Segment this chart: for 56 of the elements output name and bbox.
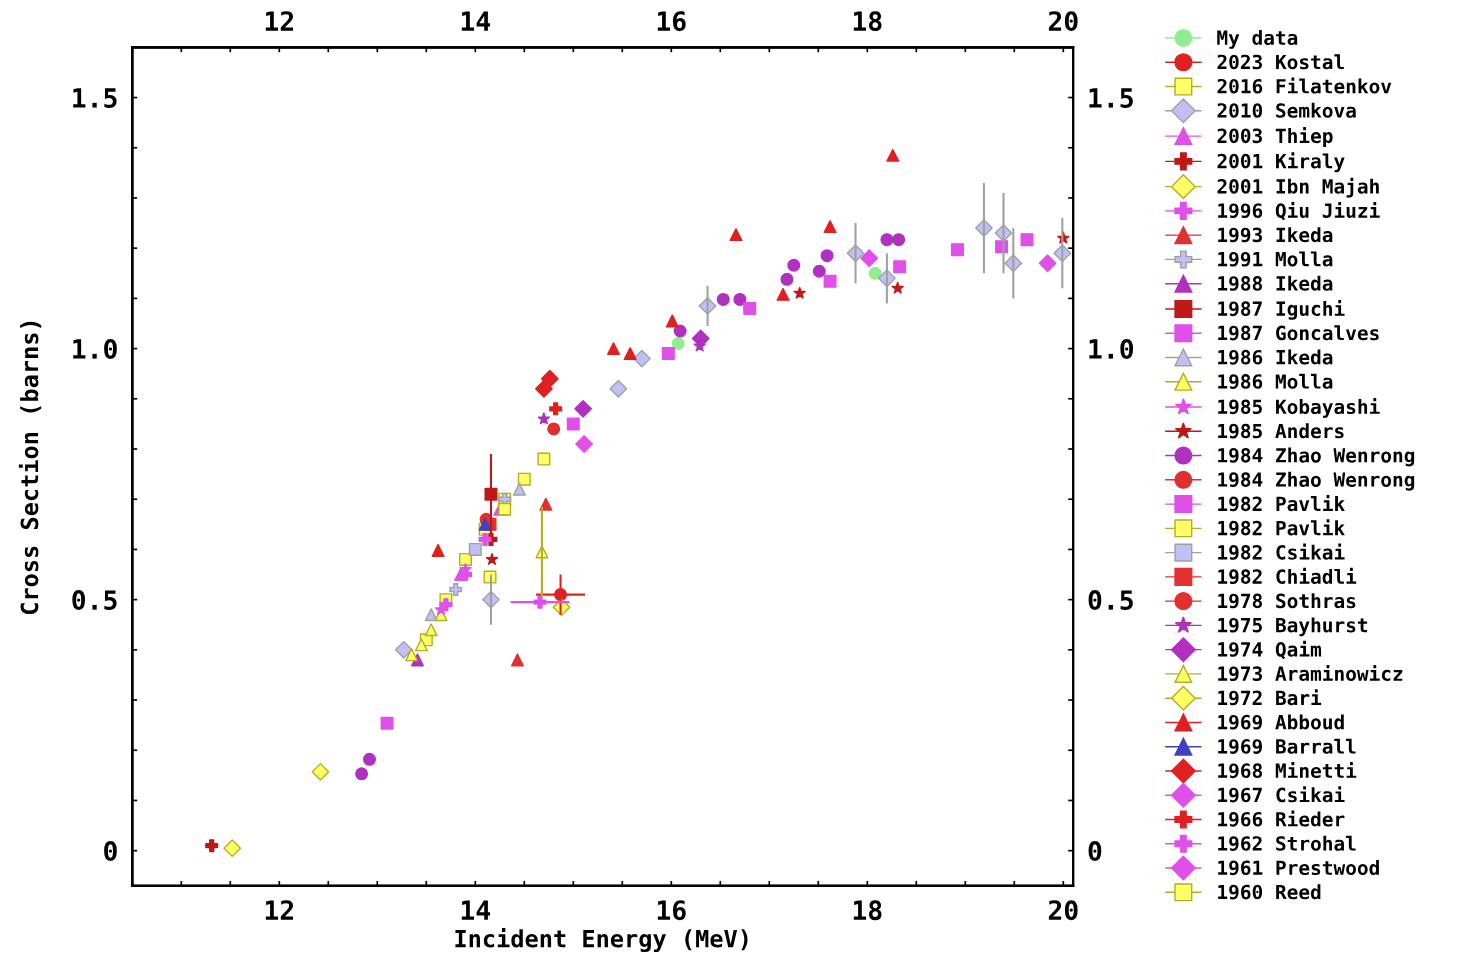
legend-label: 1974 Qaim [1218, 640, 1322, 660]
legend-label: 1975 Bayhurst [1218, 617, 1368, 637]
legend-label: 1985 Anders [1218, 423, 1344, 439]
x-tick-label: 14 [461, 900, 490, 920]
legend-label: 1987 Iguchi [1218, 299, 1345, 320]
legend-label: 1982 Chiadli [1218, 567, 1357, 585]
y2-tick-label: 1.5 [1089, 88, 1133, 108]
legend-label: 2023 Kostal [1217, 54, 1344, 70]
legend-label: 1982 Csikai [1218, 543, 1345, 560]
legend-label: 1985 Kobayashi [1218, 398, 1380, 418]
legend-label: 2001 Kiraly [1217, 152, 1345, 173]
legend-label: 1960 Reed [1218, 884, 1321, 900]
y2-tick-label: 0.5 [1088, 590, 1133, 611]
legend-label: 1996 Qiu Jiuzi [1218, 201, 1380, 221]
legend-label: 1991 Molla [1218, 251, 1333, 267]
legend-label: 1967 Csikai [1218, 786, 1345, 803]
y2-tick-label: 1.0 [1089, 339, 1134, 359]
y-tick-label: 1.0 [73, 339, 117, 359]
y-tick-label: 0 [104, 841, 117, 862]
legend-label: 1969 Abboud [1218, 714, 1344, 730]
x-tick-label: 18 [853, 900, 882, 921]
x2-tick-label: 14 [461, 11, 490, 31]
y-tick-label: 1.5 [73, 88, 117, 108]
legend-label: 1973 Araminowicz [1218, 664, 1403, 682]
legend-label: 1984 Zhao Wenrong [1218, 471, 1415, 491]
legend-label: 2010 Semkova [1217, 102, 1356, 118]
legend-label: 1987 Goncalves [1218, 325, 1379, 341]
legend-label: 2001 Ibn Majah [1217, 177, 1379, 198]
legend-label: 1986 Ikeda [1218, 349, 1333, 365]
x2-tick-label: 16 [657, 11, 686, 32]
x-tick-label: 16 [657, 900, 686, 921]
x-tick-label: 12 [265, 900, 293, 920]
legend-label: 1966 Rieder [1218, 810, 1345, 827]
legend-label: 1961 Prestwood [1218, 860, 1379, 876]
legend-label: 1969 Barrall [1218, 738, 1356, 754]
y-tick-label: 0.5 [72, 590, 117, 611]
y2-tick-label: 0 [1088, 841, 1102, 862]
x2-tick-label: 18 [853, 11, 882, 32]
legend-label: 2003 Thiep [1217, 127, 1333, 147]
legend-label: 2016 Filatenkov [1217, 77, 1392, 94]
legend-label: 1993 Ikeda [1218, 227, 1333, 243]
legend-label: 1982 Pavlik [1218, 519, 1345, 536]
x2-tick-label: 20 [1048, 11, 1078, 32]
legend-label: 1968 Minetti [1218, 761, 1357, 779]
legend-label: 1962 Strohal [1218, 835, 1356, 851]
legend-label: My data [1217, 30, 1298, 49]
legend-label: 1988 Ikeda [1218, 275, 1333, 291]
x-tick-label: 20 [1048, 900, 1078, 921]
legend-label: 1982 Pavlik [1218, 495, 1345, 512]
x2-tick-label: 12 [265, 11, 293, 31]
y-axis-title: Cross Section (barns) [18, 321, 42, 615]
x-axis-title: Incident Energy (MeV) [455, 928, 748, 953]
legend-label: 1986 Molla [1218, 373, 1333, 389]
legend-label: 1978 Sothras [1218, 593, 1356, 609]
legend-label: 1984 Zhao Wenrong [1218, 447, 1415, 467]
legend-label: 1972 Bari [1218, 689, 1322, 706]
